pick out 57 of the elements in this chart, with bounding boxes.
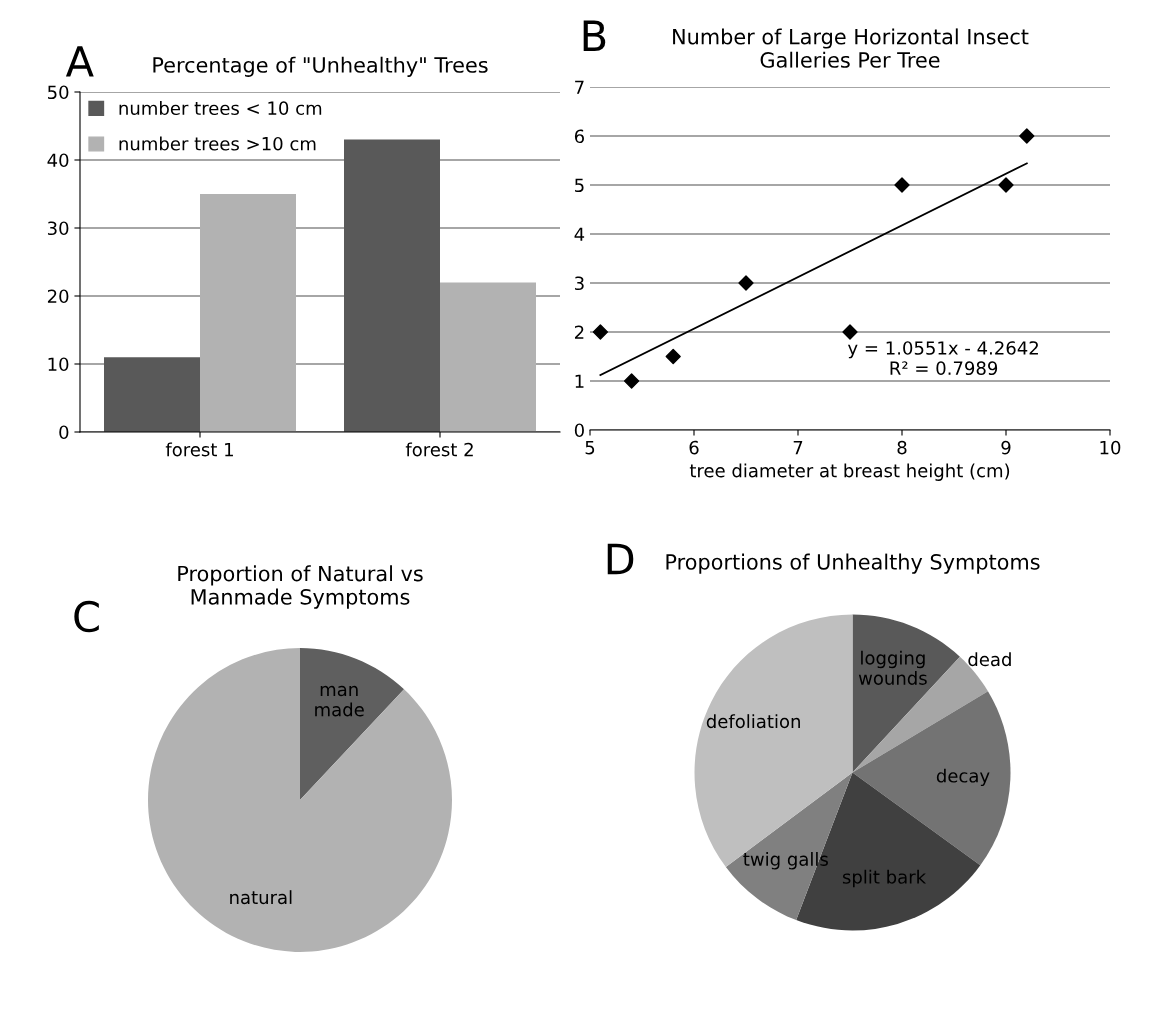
bar (200, 194, 296, 432)
y-tick-label: 3 (575, 276, 584, 291)
y-tick-label: 6 (574, 129, 584, 144)
point (592, 324, 609, 340)
y-tick-label: 50 (48, 85, 69, 100)
y-tick-label: 30 (47, 221, 69, 236)
legend-label: number trees < 10 cm (119, 101, 322, 115)
x-tick-label: forest 1 (165, 442, 233, 457)
y-tick-label: 10 (48, 357, 69, 372)
point (738, 275, 754, 291)
y-tick-label: 2 (574, 325, 584, 339)
y-tick-label: 7 (575, 80, 584, 94)
slice-label: logging wounds (858, 650, 927, 685)
x-tick-label: 5 (585, 440, 595, 455)
slice-label: dead (968, 652, 1011, 667)
slice-label: man made (315, 685, 364, 717)
x-tick-label: 6 (689, 440, 699, 455)
chart-title: Number of Large Horizontal Insect Galleries Per Tree (673, 28, 1029, 68)
annotation: y = 1.0551x - 4.2642 R² = 0.7989 (847, 341, 1038, 376)
point (842, 324, 858, 340)
point (998, 177, 1014, 193)
y-tick-label: 4 (574, 227, 585, 241)
point (1019, 128, 1035, 144)
slice-label: natural (230, 890, 292, 905)
x-tick-label: 7 (793, 440, 803, 455)
pie-slice (852, 691, 1011, 866)
x-tick-label: 8 (897, 440, 907, 455)
chart-title: Proportion of Natural vs Manmade Symptoms (178, 565, 423, 609)
y-tick-label: 20 (47, 289, 69, 304)
legend-label: number trees >10 cm (119, 136, 316, 151)
x-tick-label: 10 (1100, 440, 1121, 455)
chart-title: Proportions of Unhealthy Symptoms (666, 553, 1040, 574)
x-axis-title: tree diameter at breast height (cm) (689, 463, 1010, 481)
text: B (583, 20, 606, 51)
text: A (65, 46, 94, 77)
pie-slice (148, 648, 452, 952)
text: D (607, 543, 634, 575)
x-tick-label: 9 (1001, 440, 1011, 455)
point (894, 177, 910, 193)
slice-label: twig galls (743, 852, 828, 870)
y-tick-label: 40 (47, 153, 69, 168)
bar (440, 282, 536, 432)
point (665, 348, 681, 365)
y-tick-label: 0 (574, 423, 584, 438)
chart-title: Percentage of "Unhealthy" Trees (153, 56, 488, 77)
point (623, 373, 640, 389)
text: C (74, 600, 99, 633)
pie-slice (300, 648, 405, 800)
bar (344, 139, 440, 432)
slice-label: decay (936, 768, 990, 787)
x-tick-label: forest 2 (405, 442, 473, 457)
slice-label: defoliation (706, 714, 800, 729)
slice-label: split bark (842, 869, 927, 888)
y-tick-label: 0 (59, 425, 69, 440)
y-tick-label: 1 (575, 374, 584, 388)
bar (104, 357, 200, 432)
y-tick-label: 5 (575, 178, 584, 193)
